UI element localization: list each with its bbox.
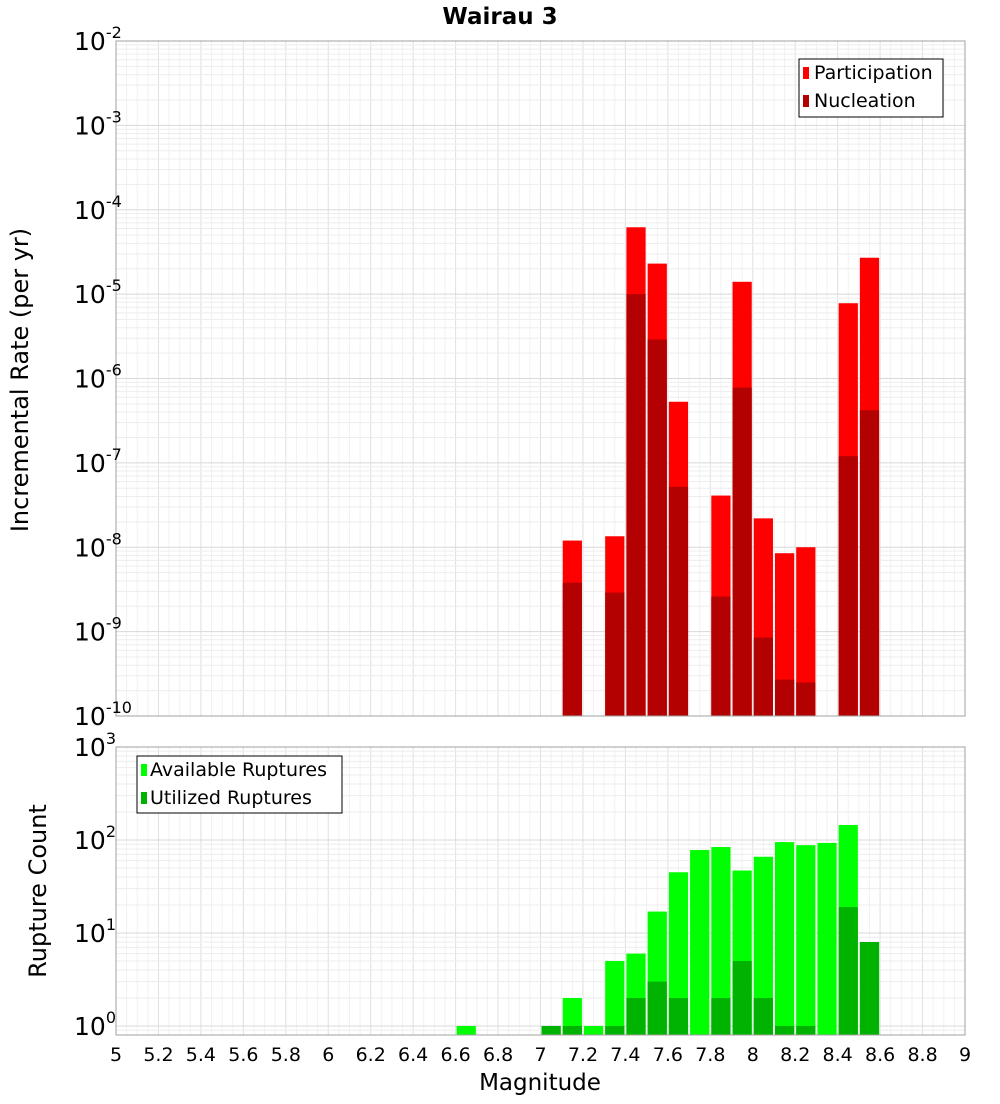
bar-available-ruptures xyxy=(774,842,795,1035)
x-tick-label: 7.2 xyxy=(568,1044,598,1066)
bar-nucleation xyxy=(796,682,816,716)
legend-swatch-participation xyxy=(803,67,809,79)
bottom-legend: Available Ruptures Utilized Ruptures xyxy=(136,755,343,814)
bar-nucleation xyxy=(562,582,582,716)
bottom-panel-bars xyxy=(456,824,880,1035)
y-tick-label: 10-8 xyxy=(74,529,122,562)
bar-nucleation xyxy=(626,294,646,716)
x-tick-label: 5 xyxy=(110,1044,122,1066)
x-tick-label: 5.2 xyxy=(143,1044,173,1066)
x-tick-label: 6.8 xyxy=(483,1044,513,1066)
y-tick-label: 10-9 xyxy=(74,614,122,647)
bar-available-ruptures xyxy=(711,847,731,1035)
bar-nucleation xyxy=(753,637,773,716)
bar-available-ruptures xyxy=(690,850,710,1035)
bottom-y-tick-labels: 100 101 102 103 xyxy=(74,729,116,1041)
y-tick-label: 10-4 xyxy=(74,192,122,225)
x-tick-label: 8.2 xyxy=(780,1044,810,1066)
legend-swatch-utilized xyxy=(141,792,147,804)
bar-utilized-ruptures xyxy=(732,960,752,1035)
x-tick-label: 5.6 xyxy=(228,1044,258,1066)
bar-utilized-ruptures xyxy=(605,1025,625,1035)
x-tick-label: 6.6 xyxy=(440,1044,470,1066)
bar-available-ruptures xyxy=(753,856,773,1035)
bar-nucleation xyxy=(838,456,858,716)
bar-available-ruptures xyxy=(456,1025,476,1035)
bar-available-ruptures xyxy=(817,842,837,1035)
y-tick-label: 103 xyxy=(74,729,116,762)
y-tick-label: 10-5 xyxy=(74,276,122,309)
bar-utilized-ruptures xyxy=(647,981,667,1035)
bar-utilized-ruptures xyxy=(774,1025,795,1035)
y-tick-label: 101 xyxy=(74,915,116,948)
legend-swatch-available xyxy=(141,764,147,776)
bar-nucleation xyxy=(668,486,689,716)
top-y-tick-labels: 10-10 10-9 10-8 10-7 10-6 10-5 10-4 10-3 10-2 xyxy=(74,23,132,731)
top-y-axis-label: Incremental Rate (per yr) xyxy=(6,228,34,532)
bar-utilized-ruptures xyxy=(626,997,646,1035)
bar-utilized-ruptures xyxy=(562,1025,582,1035)
y-tick-label: 10-3 xyxy=(74,107,122,140)
bar-available-ruptures xyxy=(605,960,625,1035)
bar-participation xyxy=(774,553,795,716)
legend-swatch-nucleation xyxy=(803,95,809,107)
bar-utilized-ruptures xyxy=(838,907,858,1035)
bar-nucleation xyxy=(774,679,795,716)
bottom-panel-frame xyxy=(115,746,966,1036)
bar-participation xyxy=(796,547,816,716)
x-tick-label: 7.4 xyxy=(610,1044,640,1066)
y-tick-label: 10-7 xyxy=(74,445,122,478)
bar-nucleation xyxy=(647,339,667,716)
bar-utilized-ruptures xyxy=(796,1025,816,1035)
chart-title: Wairau 3 xyxy=(442,4,557,30)
top-panel-grid xyxy=(115,40,966,717)
bar-available-ruptures xyxy=(562,997,582,1035)
legend-label-utilized: Utilized Ruptures xyxy=(150,787,312,809)
x-tick-label: 8.4 xyxy=(823,1044,853,1066)
legend-label-participation: Participation xyxy=(814,62,933,84)
top-panel-bars xyxy=(562,227,880,716)
bar-available-ruptures xyxy=(583,1025,604,1035)
x-tick-label: 8.8 xyxy=(907,1044,937,1066)
x-tick-labels: 5 5.2 5.4 5.6 5.8 6 6.2 6.4 6.6 6.8 7 7.2 7.4 7.6 7.8 8… xyxy=(110,1044,971,1066)
x-tick-label: 8.6 xyxy=(865,1044,895,1066)
y-tick-label: 10-2 xyxy=(74,23,122,56)
bar-available-ruptures xyxy=(796,845,816,1035)
bar-utilized-ruptures xyxy=(753,997,773,1035)
bar-utilized-ruptures xyxy=(711,997,731,1035)
y-tick-label: 102 xyxy=(74,822,116,855)
top-legend-box xyxy=(798,58,944,118)
bar-nucleation xyxy=(859,410,880,716)
x-tick-label: 6 xyxy=(322,1044,334,1066)
bar-utilized-ruptures xyxy=(859,942,880,1035)
bar-nucleation xyxy=(605,592,625,716)
x-tick-label: 8 xyxy=(747,1044,759,1066)
bar-nucleation xyxy=(732,387,752,716)
x-axis-label: Magnitude xyxy=(479,1070,601,1096)
y-tick-label: 10-10 xyxy=(74,698,132,731)
x-tick-label: 6.2 xyxy=(356,1044,386,1066)
bar-utilized-ruptures xyxy=(668,997,689,1035)
y-tick-label: 10-6 xyxy=(74,361,122,394)
top-panel-frame xyxy=(115,40,966,717)
x-tick-label: 9 xyxy=(959,1044,971,1066)
x-tick-label: 6.4 xyxy=(398,1044,428,1066)
x-tick-label: 7.8 xyxy=(695,1044,725,1066)
legend-label-available: Available Ruptures xyxy=(150,759,327,781)
y-tick-label: 100 xyxy=(74,1008,116,1041)
bottom-y-axis-label: Rupture Count xyxy=(24,804,52,978)
top-legend: Participation Nucleation xyxy=(798,58,944,118)
bottom-legend-box xyxy=(136,755,343,814)
bar-utilized-ruptures xyxy=(541,1025,561,1035)
legend-label-nucleation: Nucleation xyxy=(814,90,916,112)
x-tick-label: 7.6 xyxy=(653,1044,683,1066)
x-tick-label: 7 xyxy=(534,1044,546,1066)
x-tick-label: 5.8 xyxy=(271,1044,301,1066)
bar-nucleation xyxy=(711,596,731,716)
bar-available-ruptures xyxy=(668,872,689,1035)
x-tick-label: 5.4 xyxy=(186,1044,216,1066)
